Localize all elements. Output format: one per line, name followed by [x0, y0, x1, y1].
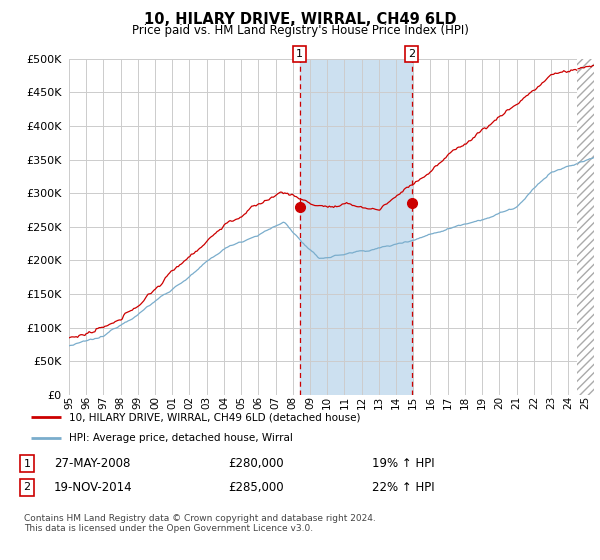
- Text: 19-NOV-2014: 19-NOV-2014: [54, 480, 133, 494]
- Bar: [577, 59, 594, 395]
- Text: HPI: Average price, detached house, Wirral: HPI: Average price, detached house, Wirr…: [68, 433, 293, 444]
- Text: 27-MAY-2008: 27-MAY-2008: [54, 457, 130, 470]
- Text: £280,000: £280,000: [228, 457, 284, 470]
- Text: 2: 2: [408, 49, 415, 59]
- Text: Price paid vs. HM Land Registry's House Price Index (HPI): Price paid vs. HM Land Registry's House …: [131, 24, 469, 37]
- Bar: [577, 59, 594, 395]
- Text: 1: 1: [23, 459, 31, 469]
- Text: Contains HM Land Registry data © Crown copyright and database right 2024.
This d: Contains HM Land Registry data © Crown c…: [24, 514, 376, 534]
- Text: 10, HILARY DRIVE, WIRRAL, CH49 6LD (detached house): 10, HILARY DRIVE, WIRRAL, CH49 6LD (deta…: [68, 412, 360, 422]
- Bar: [299, 59, 412, 395]
- Text: 1: 1: [296, 49, 303, 59]
- Text: 10, HILARY DRIVE, WIRRAL, CH49 6LD: 10, HILARY DRIVE, WIRRAL, CH49 6LD: [144, 12, 456, 27]
- Text: 19% ↑ HPI: 19% ↑ HPI: [372, 457, 434, 470]
- Text: 2: 2: [23, 482, 31, 492]
- Text: £285,000: £285,000: [228, 480, 284, 494]
- Text: 22% ↑ HPI: 22% ↑ HPI: [372, 480, 434, 494]
